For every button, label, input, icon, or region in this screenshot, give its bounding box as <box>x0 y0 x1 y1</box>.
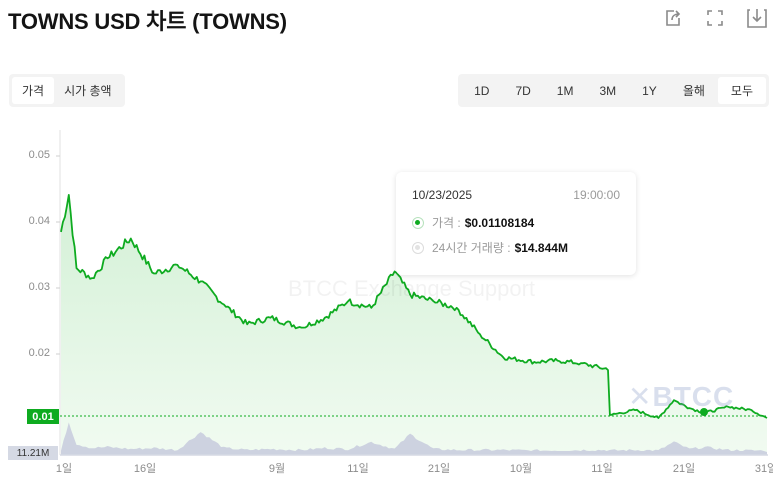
price-chart[interactable]: BTCC Exchange Support ✕BTCC 0.05 0.04 0.… <box>0 130 773 478</box>
watermark-logo: ✕BTCC <box>628 381 735 412</box>
range-toggle: 1D 7D 1M 3M 1Y 올해 모두 <box>458 74 769 107</box>
x-tick-label: 11일 <box>347 463 369 475</box>
current-price-badge: 0.01 <box>27 409 59 424</box>
share-icon <box>666 10 681 26</box>
share-button[interactable] <box>661 6 685 30</box>
y-tick-label: 0.04 <box>28 215 50 227</box>
price-area <box>61 194 767 455</box>
metric-toggle: 가격 시가 총액 <box>9 74 125 107</box>
tab-market-cap[interactable]: 시가 총액 <box>64 84 112 98</box>
tooltip-time: 19:00:00 <box>573 188 620 202</box>
chart-tooltip: 10/23/2025 19:00:00 가격 : $0.01108184 24시… <box>396 172 636 275</box>
tooltip-volume-value: $14.844M <box>514 240 568 255</box>
fullscreen-icon <box>707 10 723 26</box>
watermark-text: BTCC Exchange Support <box>288 276 536 301</box>
x-tick-label: 31일 <box>754 463 773 475</box>
x-tick-label: 11일 <box>591 463 613 475</box>
x-tick-label: 9월 <box>268 463 286 475</box>
range-1y[interactable]: 1Y <box>642 83 657 98</box>
range-1d[interactable]: 1D <box>474 83 490 98</box>
x-tick-label: 21일 <box>672 463 696 475</box>
page-title: TOWNS USD 차트 (TOWNS) <box>8 9 287 34</box>
download-icon <box>747 9 767 28</box>
x-tick-label: 16일 <box>133 463 157 475</box>
tooltip-price-label: 가격 : <box>432 216 461 230</box>
range-1m[interactable]: 1M <box>556 83 574 98</box>
y-tick-label: 0.03 <box>28 281 50 293</box>
volume-area <box>61 422 767 455</box>
tab-price[interactable]: 가격 <box>12 77 55 104</box>
hover-point <box>700 408 708 416</box>
x-tick-label: 10월 <box>509 463 533 475</box>
btcc-logo-icon: ✕ <box>628 381 653 412</box>
volume-series-icon <box>412 241 424 254</box>
y-tick-label: 0.05 <box>28 149 50 161</box>
header-actions <box>661 6 769 30</box>
range-7d[interactable]: 7D <box>515 83 531 98</box>
range-ytd[interactable]: 올해 <box>682 84 705 98</box>
tooltip-volume-label: 24시간 거래량 : <box>432 241 511 255</box>
tooltip-date: 10/23/2025 <box>412 188 473 202</box>
x-tick-label: 1일 <box>55 463 73 475</box>
volume-axis-badge: 11.21M <box>8 446 58 460</box>
fullscreen-button[interactable] <box>703 6 727 30</box>
range-all[interactable]: 모두 <box>717 77 766 104</box>
chart-plot[interactable] <box>0 130 773 478</box>
y-tick-marks <box>56 155 60 355</box>
x-tick-label: 21일 <box>427 463 451 475</box>
range-3m[interactable]: 3M <box>599 83 617 98</box>
price-series-icon <box>412 216 424 229</box>
y-tick-label: 0.02 <box>28 347 50 359</box>
price-line <box>60 194 768 419</box>
download-button[interactable] <box>745 6 769 30</box>
tooltip-price-value: $0.01108184 <box>464 215 535 230</box>
